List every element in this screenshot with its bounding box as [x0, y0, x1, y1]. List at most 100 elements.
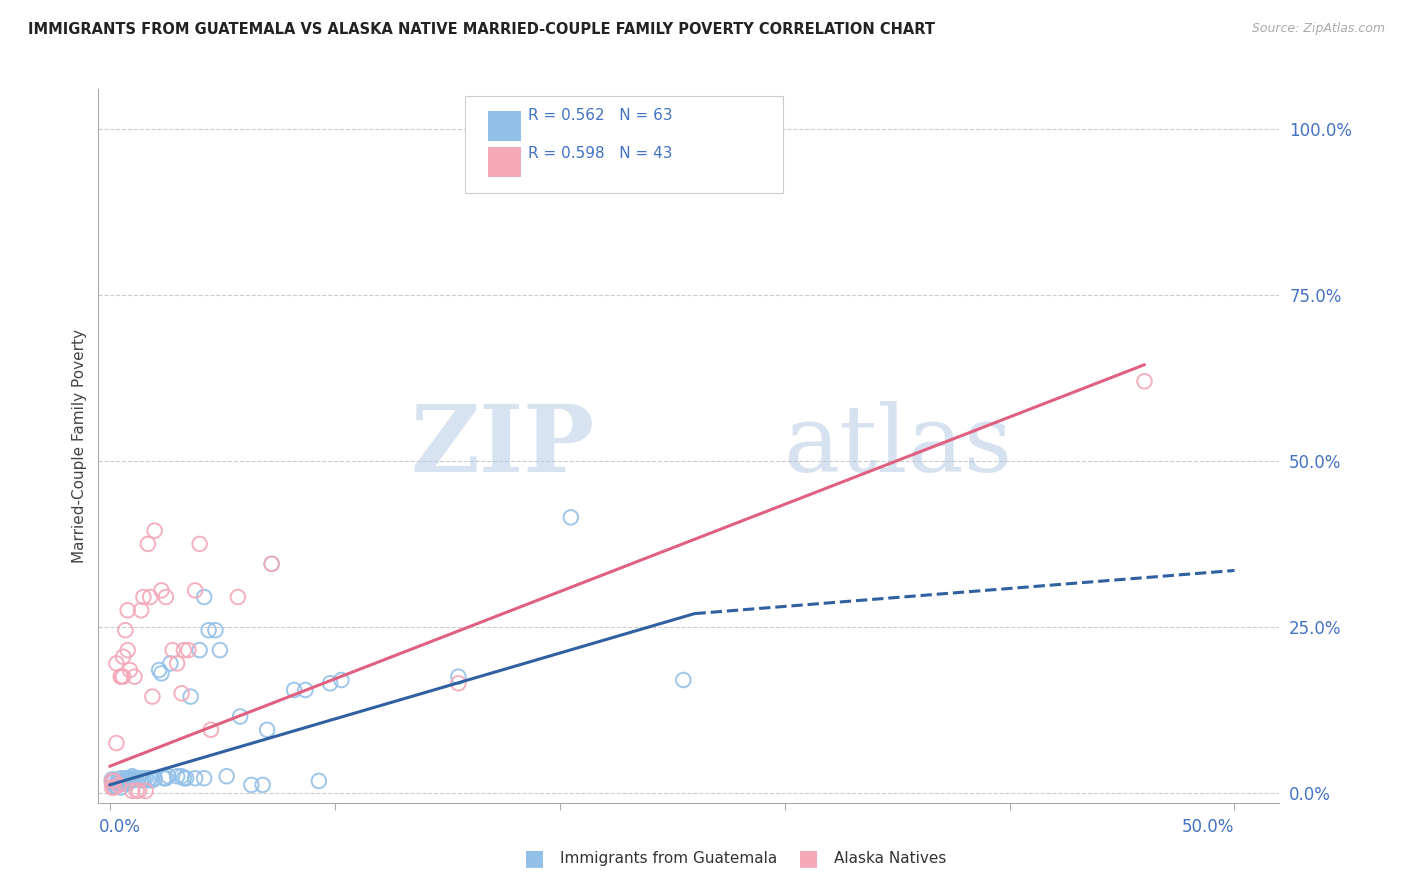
- Point: [129, 603, 152, 617]
- Point: [128, 771, 150, 785]
- Point: [150, 583, 173, 598]
- Point: [107, 778, 129, 792]
- Point: [252, 778, 274, 792]
- Point: [283, 682, 305, 697]
- Point: [103, 772, 125, 787]
- Point: [141, 773, 163, 788]
- Point: [117, 773, 139, 788]
- Point: [204, 624, 226, 638]
- Text: Alaska Natives: Alaska Natives: [834, 851, 946, 865]
- Text: atlas: atlas: [783, 401, 1012, 491]
- Point: [150, 666, 173, 681]
- Text: IMMIGRANTS FROM GUATEMALA VS ALASKA NATIVE MARRIED-COUPLE FAMILY POVERTY CORRELA: IMMIGRANTS FROM GUATEMALA VS ALASKA NATI…: [28, 22, 935, 37]
- Point: [105, 657, 128, 671]
- Point: [128, 784, 150, 798]
- Point: [184, 771, 207, 785]
- Point: [121, 769, 143, 783]
- Point: [308, 773, 330, 788]
- Point: [107, 773, 129, 788]
- Point: [166, 769, 188, 783]
- Point: [447, 670, 470, 684]
- Point: [447, 676, 470, 690]
- Point: [157, 769, 180, 783]
- Point: [125, 772, 148, 787]
- Point: [114, 771, 136, 785]
- Point: [188, 537, 211, 551]
- Point: [105, 776, 128, 790]
- Point: [143, 771, 166, 785]
- Point: [672, 132, 695, 146]
- Point: [174, 771, 197, 785]
- Point: [159, 657, 181, 671]
- Point: [132, 773, 155, 788]
- Point: [170, 686, 193, 700]
- Point: [155, 590, 177, 604]
- Point: [129, 773, 152, 788]
- Point: [1133, 374, 1156, 388]
- Text: Source: ZipAtlas.com: Source: ZipAtlas.com: [1251, 22, 1385, 36]
- Point: [166, 657, 188, 671]
- Point: [117, 776, 139, 790]
- Point: [110, 670, 132, 684]
- Point: [319, 676, 342, 690]
- Point: [110, 771, 132, 785]
- Point: [118, 773, 141, 788]
- Point: [208, 643, 231, 657]
- Point: [135, 784, 157, 798]
- Point: [112, 776, 135, 790]
- Point: [118, 771, 141, 785]
- Text: ■: ■: [524, 848, 544, 868]
- Point: [330, 673, 353, 687]
- Text: R = 0.562   N = 63: R = 0.562 N = 63: [529, 109, 673, 123]
- Point: [173, 643, 195, 657]
- Point: [124, 670, 146, 684]
- Point: [260, 557, 283, 571]
- Text: Immigrants from Guatemala: Immigrants from Guatemala: [560, 851, 778, 865]
- Point: [114, 624, 136, 638]
- Point: [125, 784, 148, 798]
- Point: [101, 773, 124, 788]
- Point: [112, 670, 135, 684]
- Point: [112, 649, 135, 664]
- Text: ■: ■: [799, 848, 818, 868]
- Point: [110, 670, 132, 684]
- Point: [173, 771, 195, 785]
- Point: [103, 779, 125, 793]
- Point: [180, 690, 202, 704]
- Point: [143, 524, 166, 538]
- Point: [117, 643, 139, 657]
- Point: [560, 510, 582, 524]
- Point: [101, 772, 124, 787]
- Point: [112, 773, 135, 788]
- FancyBboxPatch shape: [488, 147, 522, 177]
- Point: [200, 723, 222, 737]
- Point: [256, 723, 278, 737]
- Point: [215, 769, 238, 783]
- FancyBboxPatch shape: [464, 96, 783, 193]
- Point: [121, 773, 143, 788]
- Point: [184, 583, 207, 598]
- Text: ZIP: ZIP: [411, 401, 595, 491]
- Point: [672, 673, 695, 687]
- Point: [193, 771, 215, 785]
- Point: [139, 771, 162, 785]
- Point: [193, 590, 215, 604]
- Point: [188, 643, 211, 657]
- Point: [152, 771, 174, 785]
- Point: [136, 537, 159, 551]
- Point: [240, 778, 263, 792]
- Point: [260, 557, 283, 571]
- Point: [170, 769, 193, 783]
- Point: [105, 779, 128, 793]
- Point: [118, 663, 141, 677]
- Point: [132, 771, 155, 785]
- Point: [121, 784, 143, 798]
- Point: [139, 590, 162, 604]
- Point: [107, 778, 129, 792]
- Point: [136, 773, 159, 788]
- Point: [294, 682, 316, 697]
- Point: [117, 603, 139, 617]
- Text: R = 0.598   N = 43: R = 0.598 N = 43: [529, 145, 673, 161]
- Point: [103, 773, 125, 788]
- Point: [101, 776, 124, 790]
